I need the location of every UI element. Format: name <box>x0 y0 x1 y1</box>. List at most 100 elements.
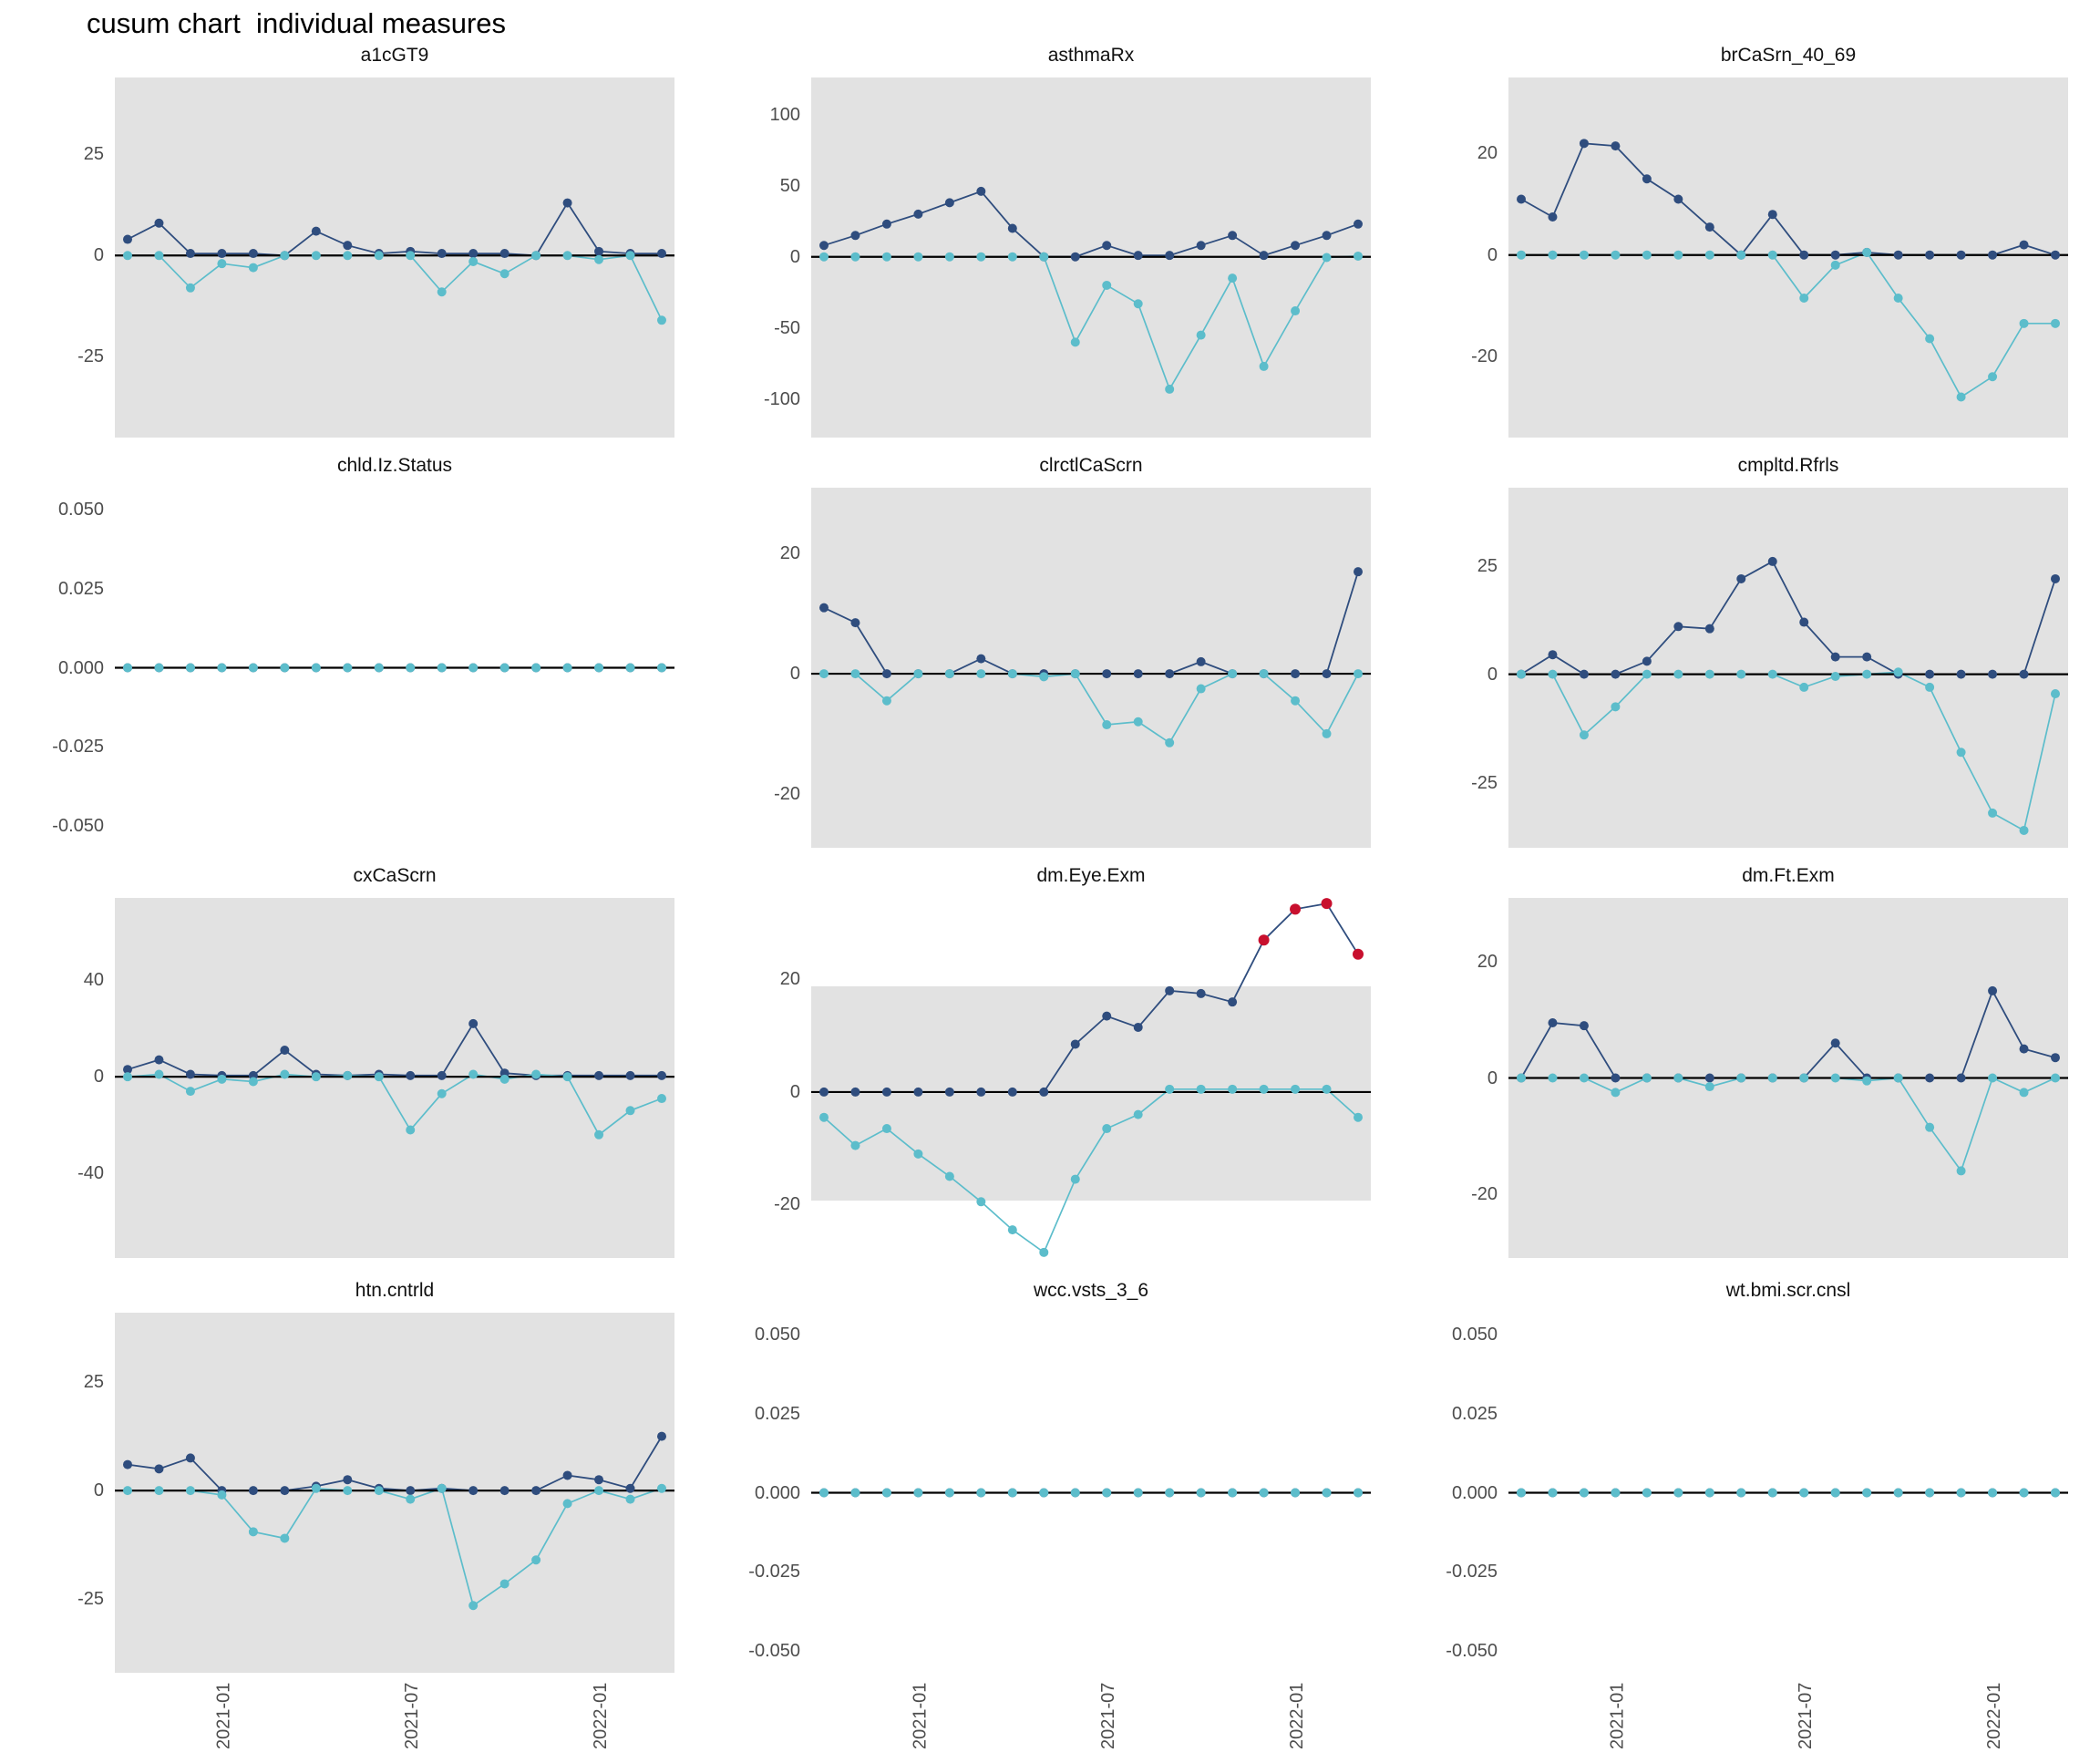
upper-point <box>406 1486 416 1496</box>
upper-point <box>468 1486 479 1496</box>
lower-point <box>1704 250 1714 260</box>
upper-point <box>594 1070 604 1080</box>
upper-point <box>2051 573 2060 583</box>
y-tick-label: 40 <box>83 970 104 991</box>
y-tick-label: 0 <box>1487 664 1498 685</box>
panel-title: cmpltd.Rfrls <box>1737 455 1839 476</box>
lower-point <box>657 315 666 325</box>
lower-point <box>562 251 572 261</box>
lower-point <box>1322 1084 1332 1094</box>
lower-point <box>343 251 353 261</box>
cusum-lower-line <box>823 1088 1359 1254</box>
lower-point <box>217 259 227 269</box>
upper-point <box>1070 1039 1080 1049</box>
lower-point <box>154 663 164 673</box>
y-tick-label: -25 <box>77 1589 104 1610</box>
lower-point <box>1259 1488 1269 1498</box>
lower-point <box>2019 825 2029 835</box>
lower-point <box>1039 672 1049 682</box>
lower-point <box>1322 728 1332 738</box>
upper-point <box>185 249 195 259</box>
panel-title: wt.bmi.scr.cnsl <box>1725 1280 1851 1301</box>
lower-point <box>1354 1112 1363 1122</box>
lower-point <box>1070 337 1080 347</box>
lower-point <box>594 254 604 264</box>
lower-point <box>976 1488 986 1498</box>
y-tick-label: -20 <box>774 783 800 804</box>
lower-point <box>343 663 353 673</box>
y-tick-label: -25 <box>77 346 104 367</box>
lower-point <box>1102 1488 1112 1498</box>
lower-point <box>1925 1122 1935 1132</box>
lower-point <box>1830 672 1840 682</box>
x-tick-label: 2022-01 <box>591 1683 611 1749</box>
lower-point <box>1862 1076 1872 1086</box>
lower-point <box>2019 1088 2029 1098</box>
plot-asthmaRx <box>811 77 1371 438</box>
plot-cxCaScrn <box>115 898 674 1258</box>
lower-point <box>2051 1488 2060 1498</box>
lower-point <box>154 1486 164 1496</box>
upper-point <box>594 1475 604 1485</box>
control-limit-band <box>1508 77 2068 438</box>
lower-point <box>625 1494 635 1504</box>
upper-point <box>123 1065 132 1075</box>
panel-title: brCaSrn_40_69 <box>1720 45 1857 66</box>
upper-point <box>1165 251 1175 261</box>
lower-point <box>819 669 829 679</box>
upper-point <box>1196 988 1206 998</box>
lower-point <box>1322 253 1332 263</box>
y-tick-label: 0.025 <box>754 1403 800 1424</box>
y-tick-label: 25 <box>83 1372 104 1393</box>
lower-point <box>531 663 541 673</box>
plot-dm.Eye.Exm <box>811 898 1371 1257</box>
lower-point <box>154 251 164 261</box>
y-tick-label: 0 <box>1487 1067 1498 1088</box>
panel-title: a1cGT9 <box>360 45 429 66</box>
lower-point <box>1704 1488 1714 1498</box>
lower-point <box>1039 1488 1049 1498</box>
control-limit-band <box>1508 488 2068 848</box>
lower-point <box>217 663 227 673</box>
upper-point <box>248 1486 258 1496</box>
lower-point <box>1102 1124 1112 1134</box>
lower-point <box>562 1499 572 1509</box>
upper-point <box>1228 231 1238 241</box>
lower-point <box>1228 1488 1238 1498</box>
upper-point <box>280 1046 290 1056</box>
figure-title: cusum chart individual measures <box>87 7 507 39</box>
x-tick-label: 2021-01 <box>213 1683 233 1749</box>
lower-point <box>1704 669 1714 679</box>
cusum-lower-line <box>128 1487 663 1607</box>
upper-point <box>1830 652 1840 662</box>
lower-point <box>850 252 860 262</box>
y-tick-label: 0.000 <box>57 657 104 678</box>
signal-point <box>1258 934 1270 946</box>
upper-point <box>1925 250 1935 260</box>
upper-point <box>819 1087 829 1097</box>
lower-point <box>468 256 479 266</box>
upper-point <box>819 241 829 251</box>
lower-point <box>2051 318 2060 328</box>
upper-point <box>2019 240 2029 250</box>
upper-point <box>1291 669 1301 679</box>
plot-htn.cntrld <box>115 1313 674 1673</box>
upper-point <box>1988 250 1998 260</box>
upper-point <box>437 1070 447 1080</box>
lower-point <box>1165 1488 1175 1498</box>
upper-point <box>1611 141 1621 151</box>
lower-point <box>343 1486 353 1496</box>
lower-point <box>1642 1073 1652 1083</box>
lower-point <box>657 663 666 673</box>
plot-wt.bmi.scr.cnsl <box>1508 1488 2068 1498</box>
lower-point <box>185 1087 195 1097</box>
lower-point <box>944 669 954 679</box>
lower-point <box>437 287 447 297</box>
lower-point <box>468 663 479 673</box>
y-tick-label: -20 <box>774 1194 800 1215</box>
panel-title: clrctlCaScrn <box>1039 455 1143 476</box>
y-tick-label: 0.050 <box>754 1325 800 1346</box>
upper-point <box>343 241 353 251</box>
upper-point <box>311 226 321 236</box>
signal-point <box>1353 948 1364 960</box>
